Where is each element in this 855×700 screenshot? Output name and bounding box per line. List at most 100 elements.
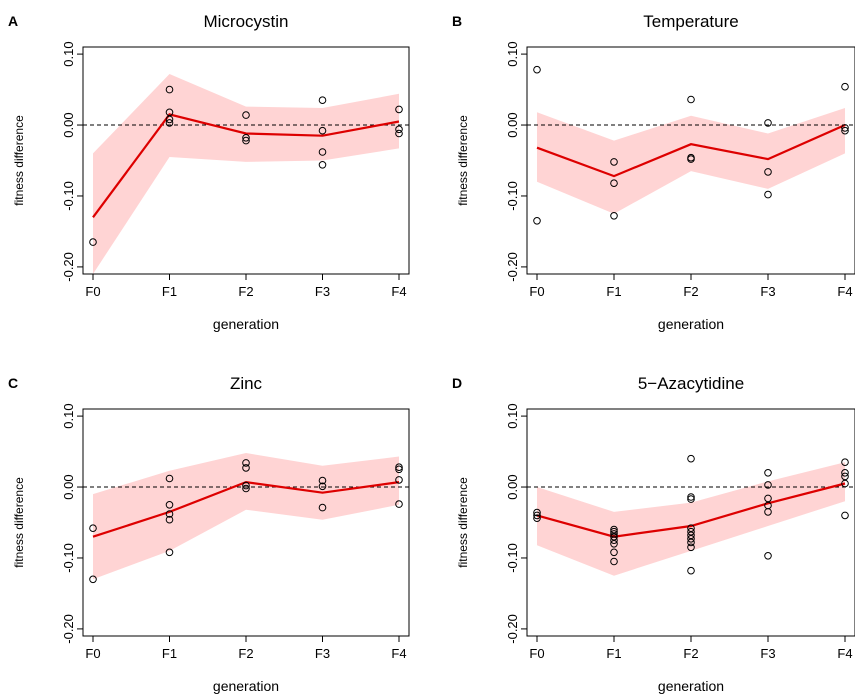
- data-point: [242, 111, 250, 119]
- data-point: [395, 500, 403, 508]
- x-tick-label: F0: [529, 646, 544, 661]
- x-tick-label: F1: [162, 646, 177, 661]
- x-axis-label: generation: [658, 316, 724, 332]
- y-axis-label: fitness difference: [456, 477, 470, 568]
- data-point: [764, 481, 772, 489]
- data-point: [687, 495, 695, 503]
- y-tick-label: 0.00: [505, 112, 520, 137]
- data-point: [242, 464, 250, 472]
- data-point: [764, 168, 772, 176]
- x-tick-label: F2: [683, 646, 698, 661]
- data-point: [242, 459, 250, 467]
- data-point: [687, 531, 695, 540]
- data-point: [395, 465, 403, 474]
- data-point: [533, 508, 541, 517]
- data-point: [533, 514, 541, 523]
- data-point: [610, 179, 618, 187]
- data-point: [165, 85, 174, 94]
- data-point: [165, 501, 174, 509]
- data-point: [841, 458, 849, 467]
- y-tick-label: -0.20: [61, 614, 76, 644]
- data-point: [318, 126, 327, 135]
- x-tick-label: F1: [606, 646, 621, 661]
- data-point: [687, 543, 695, 552]
- x-axis-label: generation: [658, 678, 724, 694]
- chart-title: Microcystin: [203, 12, 288, 31]
- data-point: [165, 510, 174, 518]
- mean-line: [536, 482, 846, 538]
- data-point: [610, 536, 618, 545]
- x-tick-label: F4: [837, 646, 852, 661]
- data-point: [242, 484, 250, 493]
- chart-title: Temperature: [643, 12, 738, 31]
- panel-letter: A: [8, 13, 18, 29]
- x-tick-label: F3: [315, 284, 330, 299]
- y-tick-label: -0.10: [61, 543, 76, 573]
- data-point: [318, 148, 327, 156]
- data-point: [610, 548, 618, 557]
- y-tick-label: -0.20: [505, 614, 520, 644]
- data-point: [318, 476, 327, 485]
- x-tick-label: F2: [683, 284, 698, 299]
- x-tick-label: F4: [391, 646, 406, 661]
- data-point: [841, 124, 849, 132]
- confidence-band: [93, 74, 399, 274]
- x-tick-label: F4: [391, 284, 406, 299]
- chart-title: 5−Azacytidine: [638, 374, 744, 393]
- data-point: [687, 493, 695, 501]
- panel-zinc: F0 F1 F2 F3 F4 -0.20 -0.10 0.00 0.10 Zinc Cgenerat…: [8, 374, 410, 694]
- y-tick-label: 0.10: [505, 41, 520, 66]
- data-point: [687, 566, 695, 575]
- y-tick-label: 0.10: [505, 403, 520, 428]
- y-tick-label: -0.10: [505, 181, 520, 211]
- x-tick-label: F0: [85, 646, 100, 661]
- data-point: [764, 552, 772, 560]
- panel-microcystin: F0 F1 F2 F3 F4 -0.20 -0.10 0.00 0.10 Microcystin A…: [8, 12, 410, 332]
- x-tick-label: F0: [529, 284, 544, 299]
- data-point: [764, 190, 772, 199]
- data-point: [687, 535, 695, 543]
- y-tick-label: -0.20: [505, 252, 520, 282]
- data-point: [395, 463, 403, 472]
- data-point: [841, 511, 849, 520]
- mean-line: [92, 113, 400, 218]
- y-tick-label: 0.00: [505, 474, 520, 499]
- data-point: [318, 161, 327, 169]
- y-tick-label: 0.00: [61, 474, 76, 499]
- y-tick-label: 0.10: [61, 41, 76, 66]
- data-point: [764, 469, 772, 477]
- data-point: [687, 538, 695, 547]
- data-point: [533, 511, 541, 520]
- data-point: [533, 217, 541, 225]
- data-point: [610, 527, 618, 536]
- data-point: [165, 474, 174, 483]
- y-tick-label: -0.20: [61, 252, 76, 282]
- data-point: [395, 129, 403, 138]
- data-point: [687, 95, 695, 104]
- data-point: [687, 155, 695, 163]
- data-point: [764, 119, 772, 127]
- data-point: [395, 476, 403, 484]
- data-point: [764, 508, 772, 516]
- y-axis-label: fitness difference: [456, 115, 470, 206]
- data-point: [165, 548, 174, 557]
- y-tick-label: -0.10: [505, 543, 520, 573]
- data-point: [841, 479, 849, 488]
- data-point: [89, 575, 97, 584]
- data-point: [165, 115, 174, 124]
- x-tick-label: F4: [837, 284, 852, 299]
- x-axis-label: generation: [213, 316, 279, 332]
- data-point: [841, 82, 849, 91]
- y-axis-label: fitness difference: [12, 115, 26, 206]
- data-point: [165, 515, 174, 524]
- data-point: [610, 212, 618, 220]
- data-point: [841, 469, 849, 477]
- data-point: [89, 524, 97, 533]
- panel-letter: B: [452, 13, 462, 29]
- x-tick-label: F3: [760, 646, 775, 661]
- data-point: [610, 557, 618, 566]
- data-point: [165, 119, 174, 127]
- data-point: [89, 238, 97, 246]
- data-point: [318, 503, 327, 512]
